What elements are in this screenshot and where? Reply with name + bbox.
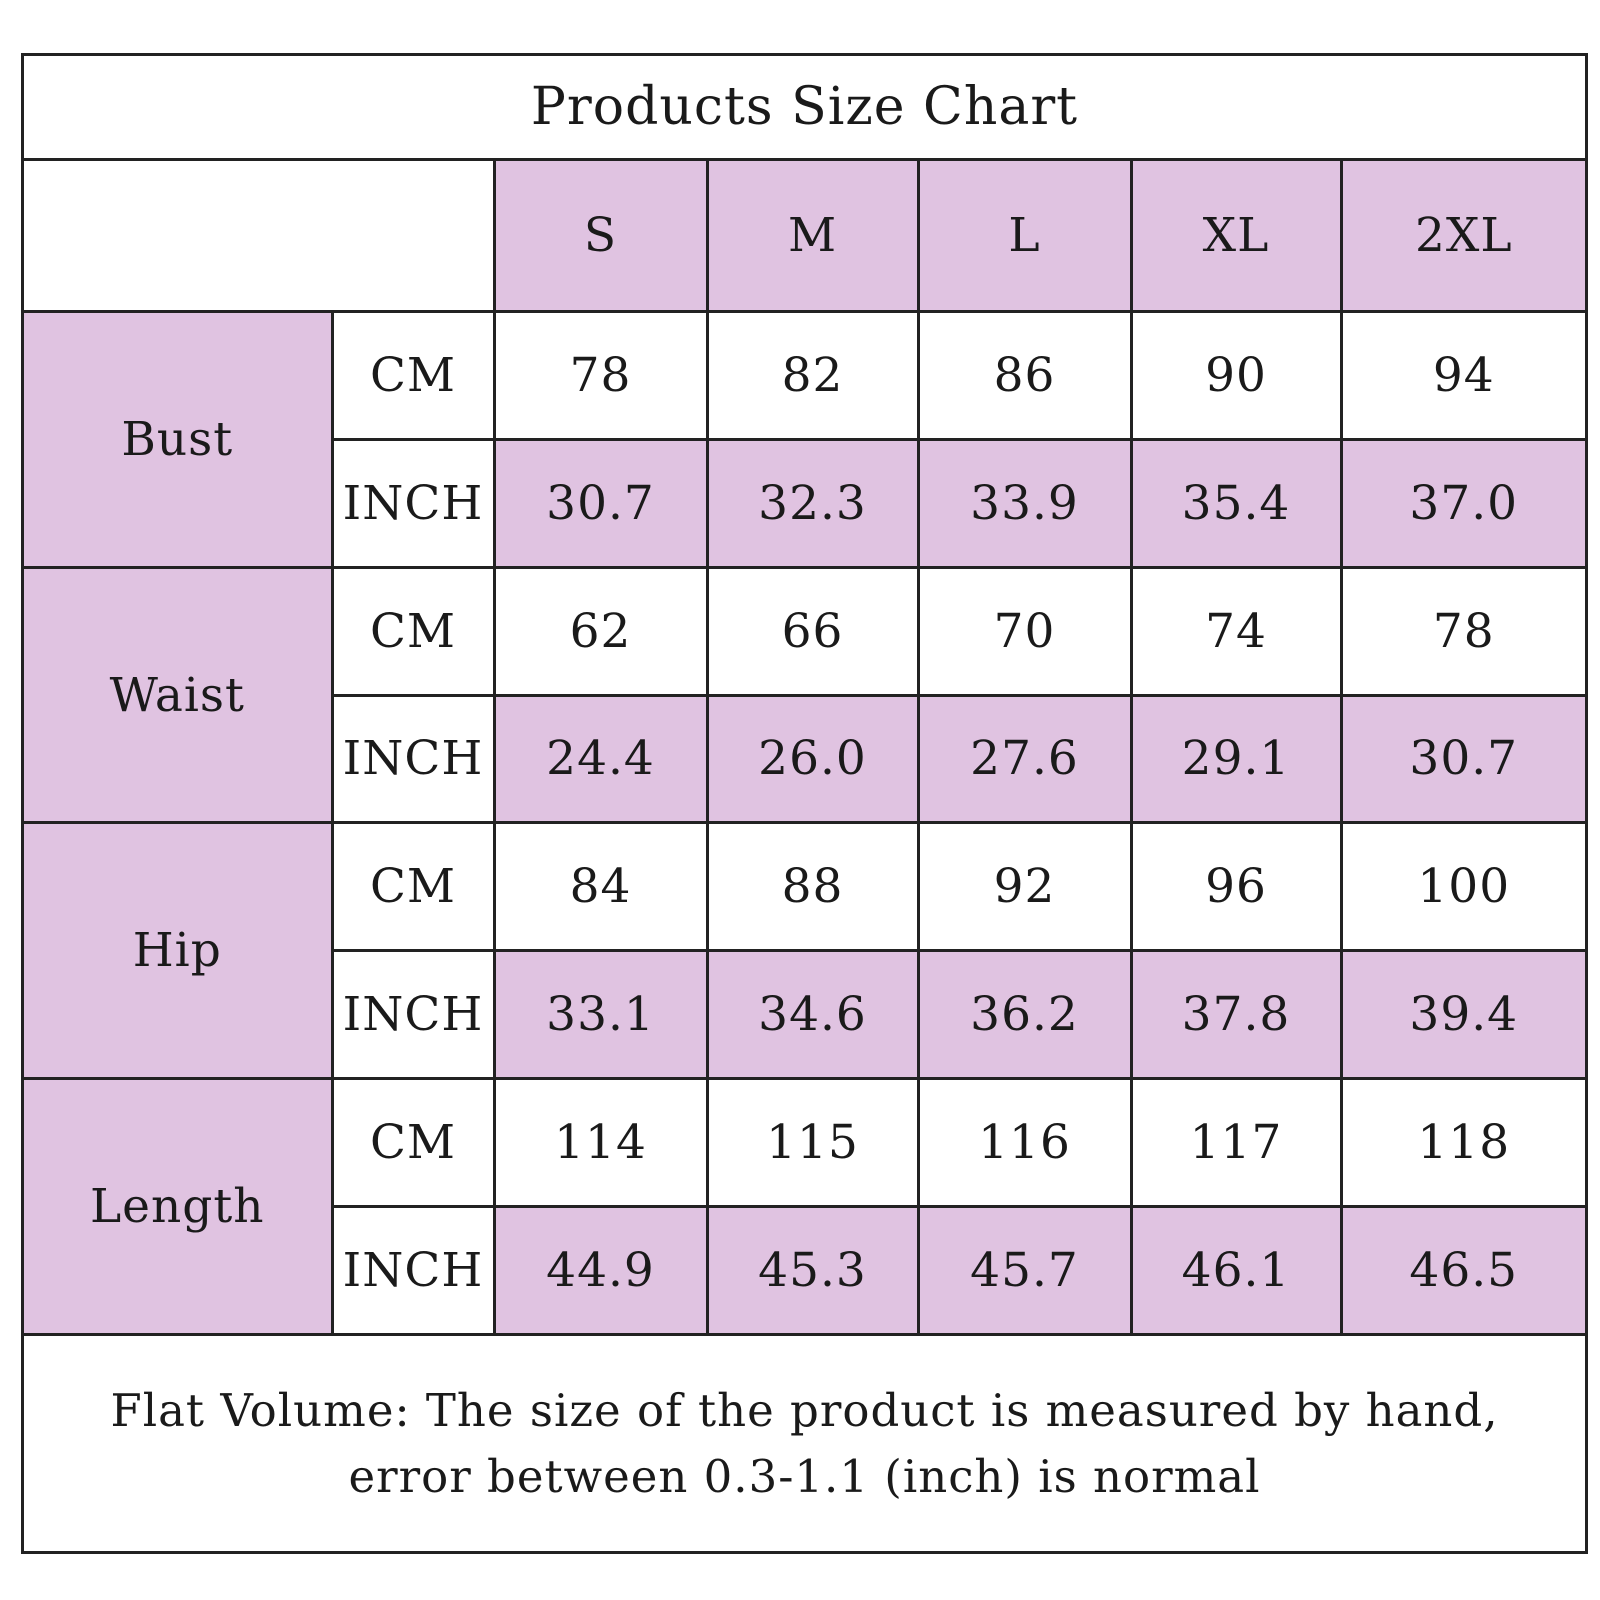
unit-label: CM — [330, 565, 496, 697]
size-header-row: S M L XL 2XL — [24, 158, 1585, 313]
value-cell: 82 — [705, 309, 920, 441]
value-cell: 37.0 — [1339, 437, 1585, 569]
value-cell: 114 — [492, 1077, 709, 1209]
size-header-cell: M — [705, 158, 920, 313]
value-cell: 78 — [1339, 565, 1585, 697]
measurement-row: INCH 24.4 26.0 27.6 29.1 30.7 — [24, 693, 1585, 825]
size-chart: Products Size Chart S M L XL 2XL Bust CM 78 82 8… — [21, 53, 1588, 1554]
value-cell: 29.1 — [1129, 693, 1343, 825]
measurement-label: Length — [24, 1077, 334, 1337]
measurement-label: Hip — [24, 821, 334, 1081]
chart-title: Products Size Chart — [24, 56, 1585, 162]
size-header-cell: 2XL — [1339, 158, 1585, 313]
value-cell: 92 — [916, 821, 1133, 953]
value-cell: 70 — [916, 565, 1133, 697]
measurement-row: Hip CM 84 88 92 96 100 — [24, 821, 1585, 1081]
value-cell: 96 — [1129, 821, 1343, 953]
measurement-row: INCH 33.1 34.6 36.2 37.8 39.4 — [24, 949, 1585, 1081]
size-header-cell: L — [916, 158, 1133, 313]
value-cell: 78 — [492, 309, 709, 441]
unit-label: CM — [330, 821, 496, 953]
measurement-label: Bust — [24, 309, 334, 569]
value-cell: 118 — [1339, 1077, 1585, 1209]
value-cell: 94 — [1339, 309, 1585, 441]
value-cell: 32.3 — [705, 437, 920, 569]
unit-label: CM — [330, 1077, 496, 1209]
size-header-cell: XL — [1129, 158, 1343, 313]
value-cell: 46.1 — [1129, 1205, 1343, 1337]
value-cell: 86 — [916, 309, 1133, 441]
value-cell: 74 — [1129, 565, 1343, 697]
measurement-row: INCH 44.9 45.3 45.7 46.1 46.5 — [24, 1205, 1585, 1337]
footer-note-line-2: error between 0.3-1.1 (inch) is normal — [348, 1449, 1261, 1503]
size-header-cell: S — [492, 158, 709, 313]
value-cell: 36.2 — [916, 949, 1133, 1081]
value-cell: 84 — [492, 821, 709, 953]
measurement-row: Bust CM 78 82 86 90 94 — [24, 309, 1585, 569]
value-cell: 33.1 — [492, 949, 709, 1081]
measurement-row: Waist CM 62 66 70 74 78 — [24, 565, 1585, 825]
value-cell: 30.7 — [1339, 693, 1585, 825]
value-cell: 39.4 — [1339, 949, 1585, 1081]
value-cell: 88 — [705, 821, 920, 953]
value-cell: 27.6 — [916, 693, 1133, 825]
value-cell: 66 — [705, 565, 920, 697]
unit-label: INCH — [330, 1205, 496, 1337]
value-cell: 62 — [492, 565, 709, 697]
value-cell: 115 — [705, 1077, 920, 1209]
value-cell: 117 — [1129, 1077, 1343, 1209]
value-cell: 100 — [1339, 821, 1585, 953]
size-table: Products Size Chart S M L XL 2XL Bust CM 78 82 8… — [24, 56, 1585, 1551]
unit-label: INCH — [330, 949, 496, 1081]
value-cell: 37.8 — [1129, 949, 1343, 1081]
header-corner-blank — [24, 158, 496, 313]
value-cell: 44.9 — [492, 1205, 709, 1337]
value-cell: 35.4 — [1129, 437, 1343, 569]
value-cell: 34.6 — [705, 949, 920, 1081]
measurement-row: Length CM 114 115 116 117 118 — [24, 1077, 1585, 1337]
value-cell: 24.4 — [492, 693, 709, 825]
value-cell: 33.9 — [916, 437, 1133, 569]
value-cell: 90 — [1129, 309, 1343, 441]
unit-label: INCH — [330, 693, 496, 825]
unit-label: INCH — [330, 437, 496, 569]
value-cell: 45.7 — [916, 1205, 1133, 1337]
unit-label: CM — [330, 309, 496, 441]
value-cell: 26.0 — [705, 693, 920, 825]
footer-note-line-1: Flat Volume: The size of the product is … — [110, 1383, 1499, 1437]
value-cell: 45.3 — [705, 1205, 920, 1337]
value-cell: 116 — [916, 1077, 1133, 1209]
footer-note: Flat Volume: The size of the product is … — [24, 1333, 1585, 1551]
value-cell: 46.5 — [1339, 1205, 1585, 1337]
value-cell: 30.7 — [492, 437, 709, 569]
measurement-row: INCH 30.7 32.3 33.9 35.4 37.0 — [24, 437, 1585, 569]
measurement-label: Waist — [24, 565, 334, 825]
